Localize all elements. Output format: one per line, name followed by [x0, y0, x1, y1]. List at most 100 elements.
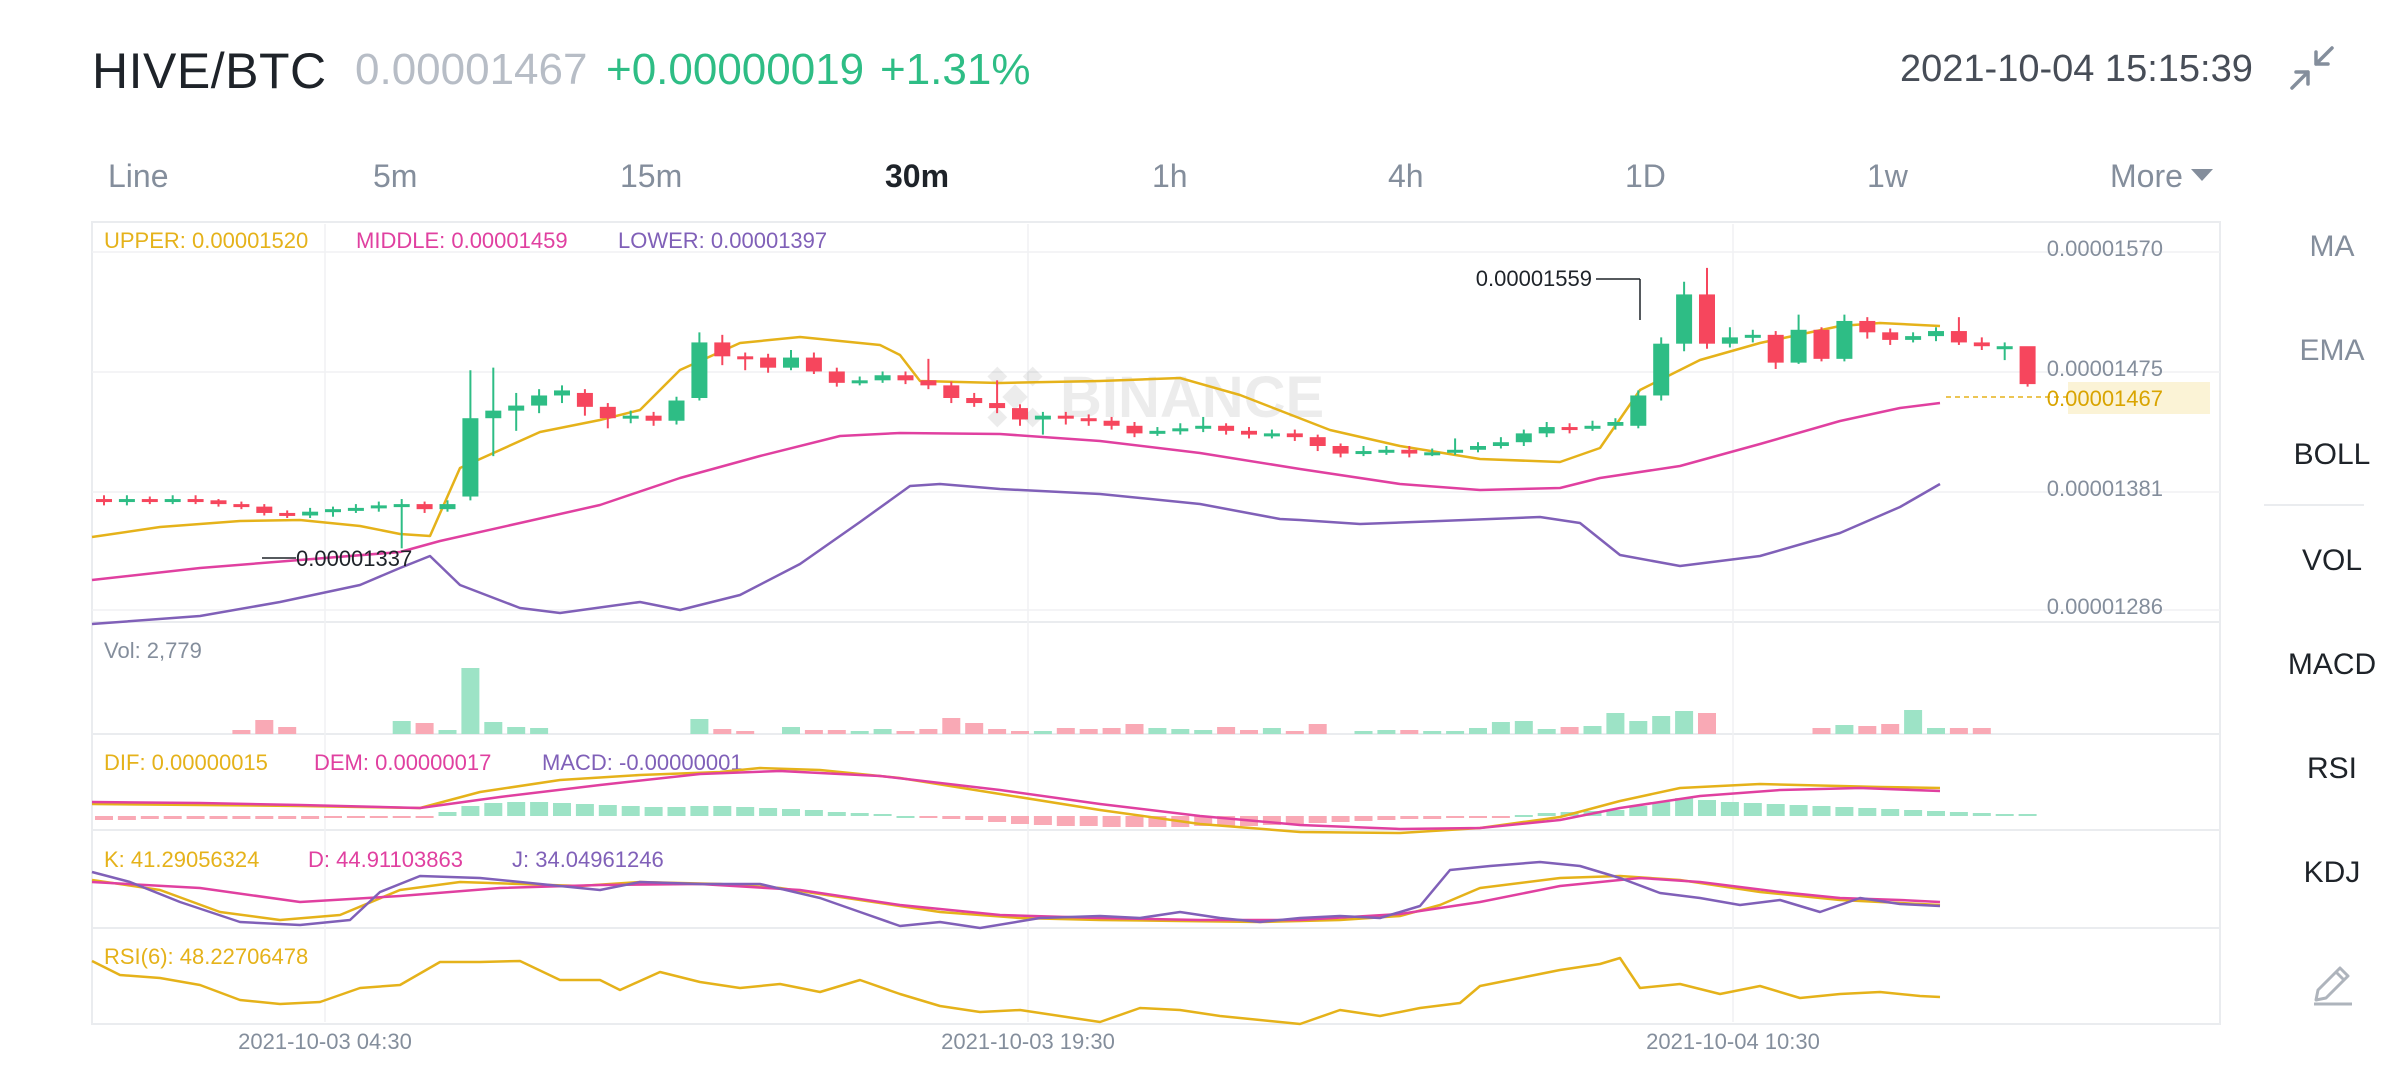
- indicator-label: BOLL: [2293, 438, 2371, 471]
- macd-histogram-bar: [827, 812, 846, 816]
- tab-more[interactable]: More: [2110, 158, 2213, 195]
- macd-indicator: [91, 766, 2037, 835]
- candle-down: [96, 499, 112, 503]
- indicator-ma[interactable]: MA: [2262, 230, 2400, 264]
- macd-histogram-bar: [1949, 812, 1968, 816]
- macd-histogram-bar: [873, 814, 892, 816]
- candle-down: [805, 357, 822, 372]
- macd-histogram-bar: [1927, 811, 1945, 816]
- indicator-label: VOL: [2301, 544, 2363, 577]
- volume-bar: [438, 730, 457, 734]
- volume-bar: [530, 728, 549, 734]
- volume-bar: [988, 729, 1007, 734]
- volume-bar: [736, 731, 755, 734]
- indicator-rsi[interactable]: RSI: [2262, 752, 2400, 786]
- candle-up: [554, 390, 570, 396]
- macd-histogram-bar: [1858, 808, 1877, 816]
- macd-histogram-bar: [1789, 805, 1808, 816]
- candle-down: [1126, 425, 1143, 434]
- macd-histogram-bar: [1377, 816, 1396, 820]
- indicator-ema[interactable]: EMA: [2262, 334, 2400, 368]
- tab-1h[interactable]: 1h: [1152, 158, 1188, 195]
- boll-lower-legend: LOWER: 0.00001397: [618, 228, 827, 253]
- tab-label: 15m: [620, 158, 683, 194]
- candle-up: [370, 505, 387, 509]
- candle-up: [1996, 346, 2013, 350]
- volume-bar: [1972, 728, 1991, 734]
- candle-up: [1721, 337, 1738, 344]
- indicator-macd[interactable]: MACD: [2262, 648, 2400, 682]
- volume-bar: [1033, 731, 1052, 734]
- price-axis-tick: 0.00001475: [2047, 356, 2163, 381]
- tab-line[interactable]: Line: [108, 158, 169, 195]
- volume-bar: [965, 723, 984, 734]
- candle-down: [920, 380, 937, 386]
- volume-bar: [1606, 713, 1625, 734]
- indicator-boll[interactable]: BOLL: [2262, 438, 2400, 472]
- volume-bar: [415, 723, 434, 734]
- candle-down: [233, 504, 250, 508]
- time-axis-tick: 2021-10-04 10:30: [1646, 1029, 1820, 1054]
- candle-up: [1584, 425, 1601, 429]
- candle-up: [851, 380, 868, 384]
- macd-histogram-bar: [1308, 816, 1327, 823]
- volume-bar: [232, 730, 251, 734]
- volume-bar: [1491, 722, 1510, 734]
- tab-1w[interactable]: 1w: [1867, 158, 1908, 195]
- draw-tool-button[interactable]: [2262, 960, 2400, 1016]
- volume-bar: [1423, 731, 1442, 734]
- tab-30m[interactable]: 30m: [885, 158, 949, 195]
- candle-down: [599, 406, 616, 419]
- pencil-ruler-icon: [2314, 966, 2352, 1006]
- tab-5m[interactable]: 5m: [373, 158, 417, 195]
- volume-bar: [1698, 713, 1716, 734]
- macd-histogram-bar: [713, 806, 732, 816]
- caret-down-icon: [2190, 169, 2213, 181]
- macd-histogram-bar: [896, 816, 915, 818]
- candle-down: [828, 371, 845, 383]
- candle-down: [1286, 433, 1303, 438]
- tab-1d[interactable]: 1D: [1625, 158, 1666, 195]
- candle-down: [256, 506, 273, 513]
- candle-down: [1561, 427, 1578, 431]
- candle-down: [141, 499, 158, 503]
- macd-histogram-bar: [255, 816, 274, 819]
- candle-down: [1699, 294, 1715, 344]
- price-axis-tick: 0.00001381: [2047, 476, 2163, 501]
- macd-histogram-bar: [1354, 816, 1373, 821]
- kdj-d-legend: D: 44.91103863: [308, 847, 463, 872]
- tab-label: 1h: [1152, 158, 1188, 194]
- candle-up: [1676, 294, 1693, 344]
- volume-bar: [1240, 730, 1258, 734]
- candle-up: [462, 418, 479, 497]
- volume-bar: [1514, 721, 1533, 734]
- macd-histogram-bar: [1079, 816, 1098, 826]
- macd-histogram-bar: [346, 816, 365, 818]
- macd-histogram-bar: [1537, 813, 1556, 816]
- macd-histogram-bar: [415, 816, 434, 818]
- volume-bar: [1537, 729, 1556, 734]
- macd-histogram-bar: [1743, 803, 1762, 816]
- indicator-vol[interactable]: VOL: [2262, 544, 2400, 578]
- volume-bar: [827, 730, 846, 734]
- macd-histogram-bar: [1972, 813, 1991, 816]
- candle-up: [325, 509, 341, 513]
- indicator-kdj[interactable]: KDJ: [2262, 856, 2400, 890]
- macd-histogram-bar: [965, 816, 984, 820]
- tab-15m[interactable]: 15m: [620, 158, 682, 195]
- volume-bar: [1446, 731, 1465, 734]
- tab-4h[interactable]: 4h: [1388, 158, 1424, 195]
- volume-bar: [1675, 711, 1694, 734]
- kline-chart[interactable]: BINANCE UPPER: 0.00001520 MIDDLE: 0.0000…: [0, 0, 2260, 1080]
- kdj-j-legend: J: 34.04961246: [512, 847, 664, 872]
- rsi-legend: RSI(6): 48.22706478: [104, 944, 308, 969]
- macd-histogram-bar: [392, 816, 411, 818]
- volume-bar: [1217, 727, 1236, 734]
- macd-histogram-bar: [301, 816, 320, 819]
- candle-up: [531, 395, 548, 406]
- collapse-arrows-icon[interactable]: [2288, 44, 2336, 92]
- candle-down: [1332, 446, 1349, 454]
- macd-histogram-bar: [1675, 798, 1694, 816]
- macd-histogram-bar: [1033, 816, 1052, 825]
- low-price-marker: 0.00001337: [296, 546, 412, 571]
